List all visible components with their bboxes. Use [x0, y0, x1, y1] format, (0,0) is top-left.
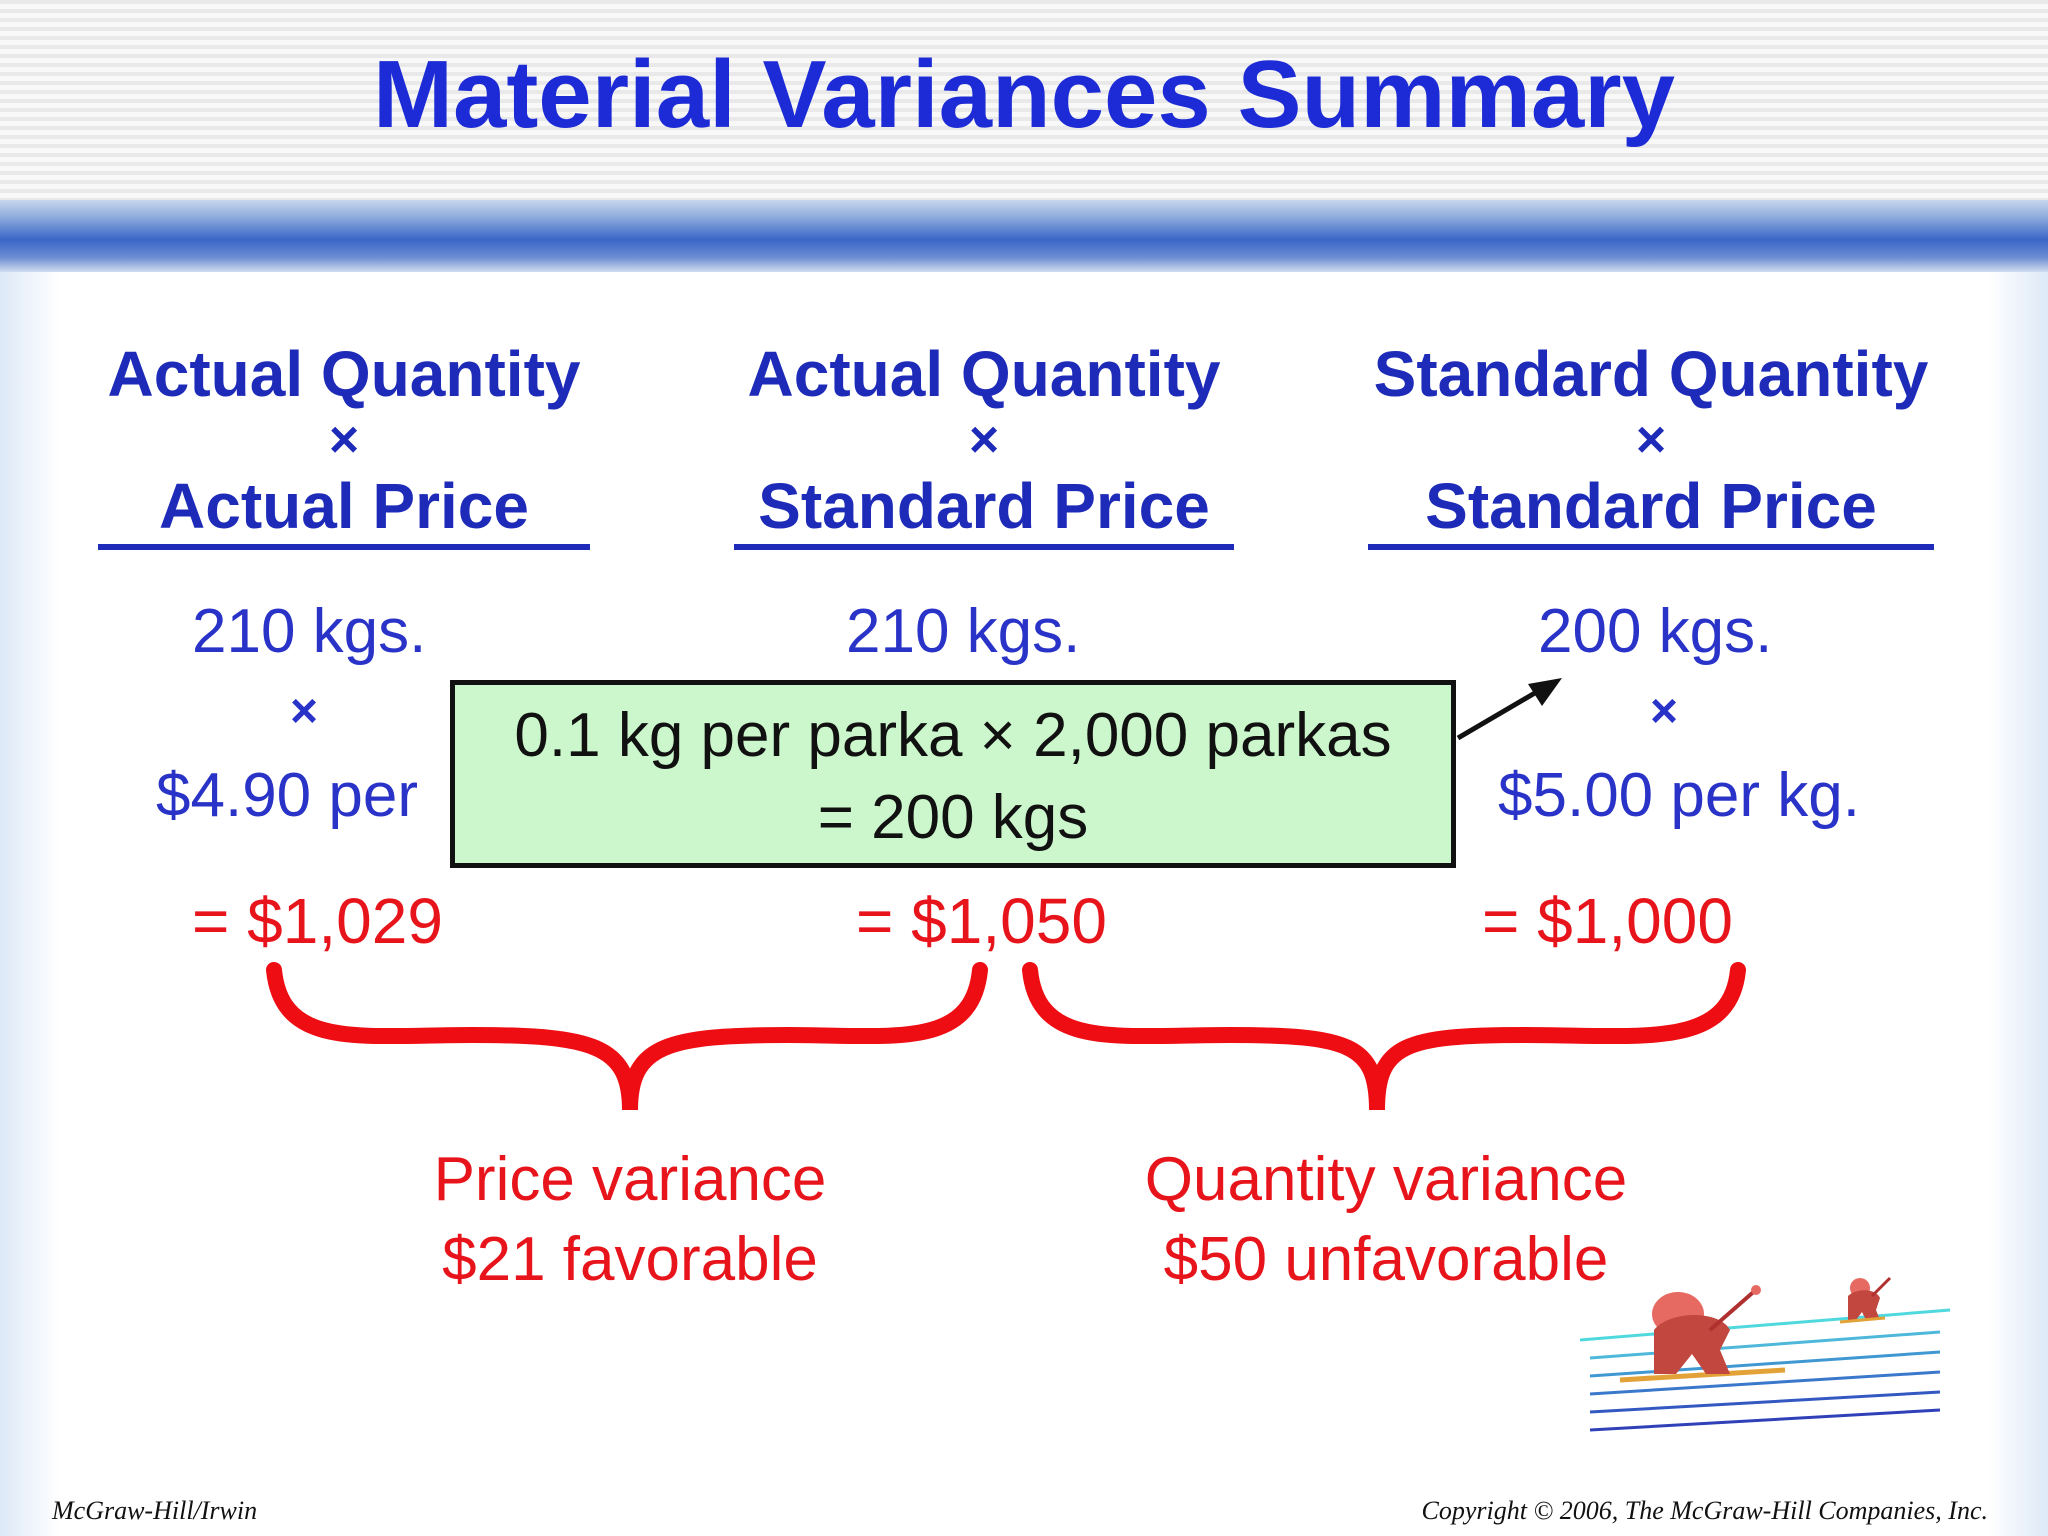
quantity-variance-title: Quantity variance [1144, 1145, 1628, 1214]
column-1-header: Actual Quantity × Actual Price [98, 340, 590, 550]
column-1-price: $4.90 per [156, 761, 418, 830]
column-2-total: = $1,050 [856, 885, 1107, 957]
standard-quantity-callout: 0.1 kg per parka × 2,000 parkas = 200 kg… [450, 680, 1456, 868]
slide-title: Material Variances Summary [372, 41, 1676, 148]
column-1-times: × [328, 411, 360, 469]
column-3-line2: Standard Price [1368, 472, 1934, 550]
callout-arrow [1456, 678, 1562, 741]
column-3-price: $5.00 per kg. [1498, 761, 1860, 830]
quantity-variance-brace [1022, 962, 1746, 1111]
column-3-total: = $1,000 [1482, 885, 1733, 957]
price-variance-amount: $21 favorable [442, 1225, 818, 1294]
callout-line2: = 200 kgs [817, 783, 1089, 852]
column-2-header: Actual Quantity × Standard Price [734, 340, 1234, 550]
column-2-times: × [968, 411, 1000, 469]
quantity-variance-label: Quantity variance $50 unfavorable [1096, 1140, 1676, 1300]
column-1-multiply: × [290, 685, 319, 738]
column-3-quantity: 200 kgs. [1538, 597, 1773, 666]
column-3-line1: Standard Quantity [1373, 338, 1929, 410]
price-variance-label: Price variance $21 favorable [370, 1140, 890, 1300]
footer-copyright: Copyright © 2006, The McGraw-Hill Compan… [1421, 1496, 1988, 1525]
column-3-multiply: × [1650, 685, 1679, 738]
skier-illustration [1580, 1276, 1951, 1432]
column-1-quantity: 210 kgs. [192, 597, 427, 666]
column-1-line2: Actual Price [98, 472, 590, 550]
column-2-line2: Standard Price [734, 472, 1234, 550]
column-1-total: = $1,029 [192, 885, 443, 957]
header-stripes [0, 0, 2048, 200]
callout-line1: 0.1 kg per parka × 2,000 parkas [514, 701, 1392, 770]
price-variance-brace [266, 962, 988, 1111]
column-2-quantity: 210 kgs. [846, 597, 1081, 666]
column-3-header: Standard Quantity × Standard Price [1368, 340, 1934, 550]
column-3-times: × [1635, 411, 1667, 469]
header-band [0, 200, 2048, 272]
price-variance-title: Price variance [433, 1145, 827, 1214]
footer-publisher: McGraw-Hill/Irwin [52, 1496, 258, 1525]
quantity-variance-amount: $50 unfavorable [1163, 1225, 1609, 1294]
column-1-line1: Actual Quantity [107, 338, 581, 410]
column-2-line1: Actual Quantity [747, 338, 1221, 410]
